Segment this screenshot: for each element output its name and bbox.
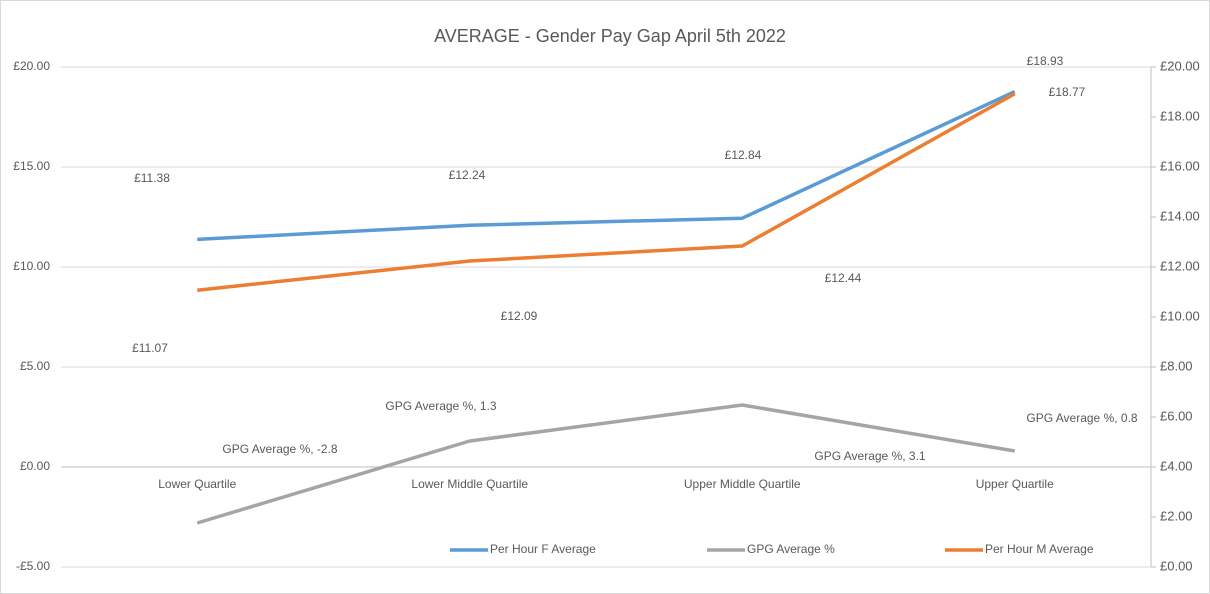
y-tick-label: -£5.00 (16, 559, 50, 573)
y2-tick-label: £18.00 (1160, 108, 1200, 123)
x-tick-label: Upper Middle Quartile (684, 477, 801, 491)
y2-tick-label: £14.00 (1160, 208, 1200, 223)
x-tick-label: Upper Quartile (976, 477, 1054, 491)
y-tick-label: £5.00 (20, 359, 50, 373)
legend-label: GPG Average % (747, 542, 835, 556)
y2-tick-label: £2.00 (1160, 508, 1193, 523)
y2-tick-label: £6.00 (1160, 408, 1193, 423)
data-label: £11.07 (132, 341, 168, 355)
data-label: £18.93 (1027, 54, 1064, 68)
y2-tick-label: £8.00 (1160, 358, 1193, 373)
series-line (197, 92, 1016, 292)
data-label: £11.38 (134, 171, 170, 185)
data-label: GPG Average %, 0.8 (1026, 411, 1138, 425)
chart-title: AVERAGE - Gender Pay Gap April 5th 2022 (434, 26, 786, 46)
y-tick-label: £20.00 (13, 59, 50, 73)
series-line (196, 403, 1016, 525)
x-tick-label: Lower Middle Quartile (411, 477, 528, 491)
y-tick-label: £0.00 (20, 459, 50, 473)
legend-label: Per Hour F Average (490, 542, 596, 556)
y2-tick-label: £0.00 (1160, 558, 1193, 573)
data-label: £12.09 (501, 309, 538, 323)
x-tick-label: Lower Quartile (158, 477, 236, 491)
legend-label: Per Hour M Average (985, 542, 1094, 556)
data-label: GPG Average %, 1.3 (385, 399, 497, 413)
y-tick-label: £10.00 (13, 259, 50, 273)
y-tick-label: £15.00 (13, 159, 50, 173)
data-label: £12.44 (825, 271, 862, 285)
data-label: GPG Average %, 3.1 (814, 449, 926, 463)
data-label: GPG Average %, -2.8 (222, 442, 337, 456)
y2-tick-label: £12.00 (1160, 258, 1200, 273)
y2-tick-label: £20.00 (1160, 58, 1200, 73)
data-label: £18.77 (1049, 85, 1086, 99)
series-line (197, 90, 1016, 242)
y2-tick-label: £10.00 (1160, 308, 1200, 323)
data-label: £12.24 (449, 168, 486, 182)
y2-tick-label: £4.00 (1160, 458, 1193, 473)
y2-tick-label: £16.00 (1160, 158, 1200, 173)
data-label: £12.84 (725, 148, 762, 162)
